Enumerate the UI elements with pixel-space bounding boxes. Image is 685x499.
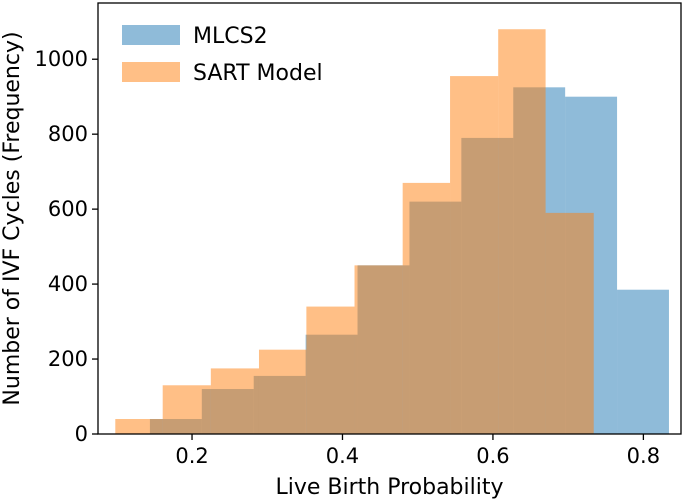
- x-tick-label: 0.8: [627, 444, 660, 468]
- bar-sart-model-9: [545, 212, 594, 434]
- legend-swatch-mlcs2: [122, 25, 180, 45]
- y-tick-label: 400: [48, 272, 88, 296]
- bar-sart-model-0: [115, 419, 163, 434]
- y-tick-label: 200: [48, 347, 88, 371]
- bar-sart-model-7: [450, 76, 499, 434]
- y-axis-title: Number of IVF Cycles (Frequency): [0, 31, 25, 405]
- bars-layer: [115, 29, 669, 435]
- x-tick-label: 0.2: [175, 444, 208, 468]
- y-tick-label: 0: [75, 422, 88, 446]
- y-tick-label: 600: [48, 197, 88, 221]
- legend-swatch-sart-model: [122, 62, 180, 82]
- y-tick-label: 1000: [35, 47, 88, 71]
- x-tick-label: 0.4: [326, 444, 359, 468]
- bar-sart-model-3: [258, 349, 307, 434]
- y-tick-label: 800: [48, 122, 88, 146]
- x-axis: 0.2 0.4 0.6 0.8: [175, 434, 660, 468]
- x-axis-title: Live Birth Probability: [275, 475, 503, 499]
- legend: MLCS2 SART Model: [122, 24, 323, 86]
- bar-sart-model-1: [162, 385, 211, 434]
- bar-sart-model-8: [498, 29, 546, 435]
- legend-label-sart-model: SART Model: [193, 61, 323, 86]
- plot-frame: [97, 2, 682, 435]
- bar-sart-model-4: [306, 306, 355, 434]
- bar-sart-model-5: [354, 265, 403, 434]
- bar-mlcs2-9: [617, 289, 669, 434]
- bar-sart-model-6: [402, 182, 451, 434]
- y-axis: 0 200 400 600 800 1000: [35, 47, 98, 446]
- x-tick-label: 0.6: [476, 444, 509, 468]
- legend-label-mlcs2: MLCS2: [193, 24, 268, 49]
- bar-sart-model-2: [210, 368, 259, 434]
